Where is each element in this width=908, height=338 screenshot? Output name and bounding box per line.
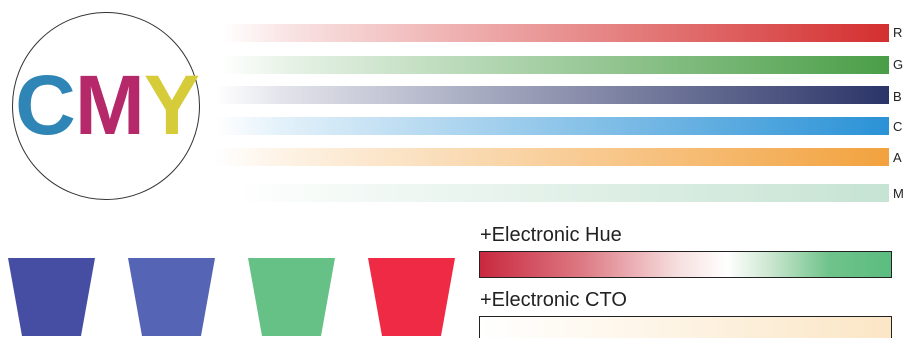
cmy-logo-text: CMY <box>13 63 201 147</box>
bar-label-c: C <box>893 119 903 134</box>
swatch-deep-blue <box>8 258 95 336</box>
electronic-cto-bar <box>479 316 892 338</box>
gradient-bar-g <box>222 56 889 74</box>
bar-label-r: R <box>893 25 903 40</box>
cmy-logo: CMY <box>12 12 200 200</box>
logo-letter-m: M <box>74 58 145 152</box>
gradient-bar-c <box>215 117 889 135</box>
electronic-cto-title: +Electronic CTO <box>480 289 627 311</box>
gradient-bar-m <box>240 184 889 202</box>
electronic-hue-title: +Electronic Hue <box>480 224 622 246</box>
bar-label-a: A <box>893 150 902 165</box>
bar-label-m: M <box>893 186 904 201</box>
bar-label-b: B <box>893 89 902 104</box>
swatch-red <box>368 258 455 336</box>
swatch-green <box>248 258 335 336</box>
logo-letter-y: Y <box>143 58 200 152</box>
bar-label-g: G <box>893 57 904 72</box>
logo-letter-c: C <box>15 58 76 152</box>
gradient-bar-r <box>222 24 889 42</box>
color-wheel-swatches <box>8 258 455 336</box>
electronic-hue-bar <box>479 251 892 278</box>
gradient-bar-a <box>215 148 889 166</box>
gradient-bar-b <box>215 86 889 104</box>
swatch-light-blue <box>128 258 215 336</box>
